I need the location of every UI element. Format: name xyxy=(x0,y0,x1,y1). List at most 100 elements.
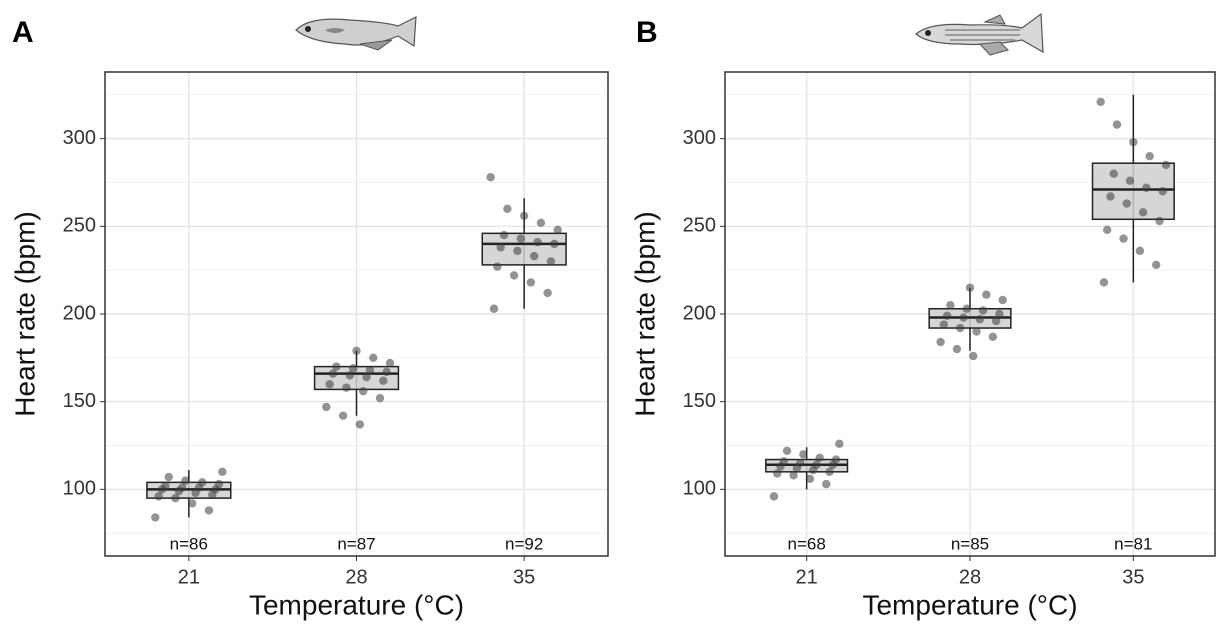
x-axis-title: Temperature (°C) xyxy=(249,589,464,620)
data-point xyxy=(1135,246,1145,256)
data-point xyxy=(322,402,331,412)
data-point xyxy=(1096,97,1105,107)
y-tick-label: 150 xyxy=(683,390,716,412)
plot-border xyxy=(104,71,609,557)
data-point xyxy=(553,225,562,235)
data-point xyxy=(362,372,371,382)
y-tick-label: 100 xyxy=(683,478,716,500)
sample-size: n=87 xyxy=(337,534,375,553)
data-point xyxy=(982,290,991,299)
data-point xyxy=(365,365,375,375)
data-point xyxy=(369,353,378,363)
data-point xyxy=(352,346,361,356)
sample-size: n=86 xyxy=(170,534,208,553)
y-tick-label: 250 xyxy=(683,215,716,237)
data-point xyxy=(1145,151,1154,161)
data-point xyxy=(164,472,173,482)
data-point xyxy=(773,469,782,478)
data-point xyxy=(769,492,779,501)
data-point xyxy=(972,327,981,336)
data-point xyxy=(1152,260,1161,270)
data-point xyxy=(956,323,965,333)
data-point xyxy=(161,481,170,491)
data-point xyxy=(1106,192,1115,201)
data-point xyxy=(359,386,368,396)
medaka-icon xyxy=(295,15,417,51)
x-tick-label: 35 xyxy=(1122,566,1144,588)
data-point xyxy=(975,315,984,324)
data-point xyxy=(946,301,955,310)
y-tick-label: 150 xyxy=(63,390,96,412)
data-point xyxy=(546,257,556,266)
data-point xyxy=(831,455,841,464)
y-tick-label: 250 xyxy=(63,215,96,237)
data-point xyxy=(965,283,975,292)
data-point xyxy=(181,476,190,485)
data-point xyxy=(526,278,536,287)
data-point xyxy=(1142,183,1151,192)
x-axis-title: Temperature (°C) xyxy=(862,589,1077,620)
x-tick-label: 35 xyxy=(513,566,535,588)
data-point xyxy=(779,457,788,466)
data-point xyxy=(969,351,978,361)
data-point xyxy=(204,506,214,515)
data-point xyxy=(825,467,834,477)
data-point xyxy=(936,337,945,347)
data-point xyxy=(530,251,539,261)
data-point xyxy=(1112,120,1122,129)
data-point xyxy=(348,364,358,373)
data-point xyxy=(805,474,815,484)
data-point xyxy=(550,239,559,249)
sample-size: n=92 xyxy=(505,534,543,553)
sample-size: n=68 xyxy=(788,534,826,553)
data-point xyxy=(1103,225,1112,235)
data-point xyxy=(338,411,348,420)
data-point xyxy=(328,369,338,378)
data-point xyxy=(177,483,187,492)
data-point xyxy=(962,304,971,313)
y-axis-title: Heart rate (bpm) xyxy=(629,211,660,416)
data-point xyxy=(942,311,952,320)
data-point xyxy=(1122,199,1132,208)
x-tick-label: 21 xyxy=(796,566,818,588)
data-point xyxy=(325,379,334,389)
data-point xyxy=(332,362,341,371)
data-point xyxy=(187,499,197,508)
data-point xyxy=(822,479,831,489)
data-point xyxy=(799,450,808,459)
data-point xyxy=(959,313,968,322)
data-point xyxy=(496,243,505,252)
data-point xyxy=(815,453,824,462)
sample-size: n=81 xyxy=(1114,534,1152,553)
data-point xyxy=(789,471,798,480)
data-point xyxy=(795,458,805,468)
data-point xyxy=(988,332,998,341)
data-point xyxy=(782,446,792,455)
data-point xyxy=(952,344,962,354)
data-point xyxy=(345,371,354,380)
y-axis-title: Heart rate (bpm) xyxy=(9,211,40,416)
x-tick-label: 21 xyxy=(178,566,200,588)
data-point xyxy=(1129,137,1138,147)
panel-label: B xyxy=(636,16,658,49)
data-point xyxy=(503,204,512,213)
data-point xyxy=(1099,278,1109,287)
data-point xyxy=(991,316,1001,326)
data-point xyxy=(995,309,1004,319)
x-tick-label: 28 xyxy=(959,566,981,588)
data-point xyxy=(1109,169,1118,178)
panel-label: A xyxy=(12,16,34,49)
zebrafish-icon xyxy=(915,12,1044,56)
data-point xyxy=(939,320,949,329)
data-point xyxy=(536,218,546,228)
data-point xyxy=(1161,160,1171,170)
data-point xyxy=(382,367,391,377)
y-tick-label: 100 xyxy=(63,478,96,500)
data-point xyxy=(1138,208,1148,217)
y-tick-label: 300 xyxy=(63,127,96,149)
data-point xyxy=(509,271,519,280)
data-point xyxy=(1119,234,1128,243)
data-point xyxy=(835,439,844,448)
data-point xyxy=(1155,216,1164,226)
